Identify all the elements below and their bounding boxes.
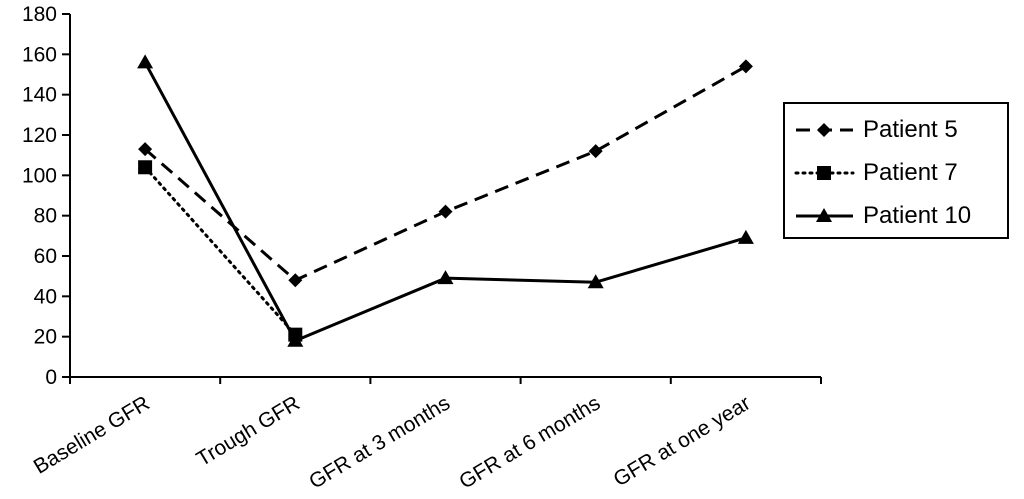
y-tick-label: 80: [34, 205, 57, 228]
plot-area: 0 20 40 60 80 100 120 140 160 180 Baseline GFR Trou…: [22, 3, 822, 494]
legend-entry-patient-5: Patient 5: [796, 116, 958, 143]
legend-key-patient-5: [796, 123, 853, 137]
series-patient-10: [137, 54, 754, 347]
x-tick-label: GFR at 6 months: [455, 392, 604, 494]
data-point-patient-10: [137, 54, 154, 69]
y-tick-label: 160: [22, 43, 57, 66]
data-point-patient-10: [437, 270, 454, 285]
data-point-patient-10: [287, 332, 304, 347]
y-tick-label: 100: [22, 164, 57, 187]
series-line-patient-10: [143, 61, 747, 343]
x-tick-label: Baseline GFR: [30, 392, 154, 479]
x-tick-label: GFR at one year: [610, 392, 755, 492]
legend: Patient 5 Patient 7 Patient 10: [783, 102, 1009, 239]
data-point-patient-5: [438, 204, 453, 219]
legend-label-patient-7: Patient 7: [863, 159, 958, 186]
series-patient-5: [138, 59, 753, 288]
x-tick-label: Trough GFR: [193, 392, 304, 471]
data-point-patient-10: [587, 274, 604, 289]
legend-key-patient-10: [796, 208, 853, 222]
data-point-patient-5: [738, 59, 753, 74]
data-point-patient-7: [138, 160, 153, 175]
y-tick-label: 0: [45, 366, 57, 389]
legend-label-patient-10: Patient 10: [863, 202, 971, 229]
legend-marker-patient-10: [816, 208, 832, 222]
series-line-patient-5: [144, 65, 747, 282]
legend-entry-patient-10: Patient 10: [796, 202, 971, 229]
y-tick-label: 40: [34, 285, 57, 308]
legend-marker-patient-7: [817, 166, 831, 180]
y-tick-label: 20: [34, 326, 57, 349]
y-tick-label: 60: [34, 245, 57, 268]
x-tick-label: GFR at 3 months: [305, 392, 454, 494]
y-tick-label: 120: [22, 124, 57, 147]
legend-entry-patient-7: Patient 7: [794, 159, 958, 186]
y-tick-label: 180: [22, 3, 57, 26]
data-point-patient-5: [138, 142, 153, 157]
series-patient-7: [138, 160, 303, 342]
data-point-patient-10: [737, 229, 754, 244]
legend-key-patient-7: [794, 166, 855, 180]
y-tick-label: 140: [22, 84, 57, 107]
legend-label-patient-5: Patient 5: [863, 116, 958, 143]
series-line-patient-7: [143, 165, 297, 337]
legend-marker-patient-5: [817, 123, 831, 137]
data-point-patient-5: [288, 273, 303, 288]
data-point-patient-5: [588, 144, 603, 159]
